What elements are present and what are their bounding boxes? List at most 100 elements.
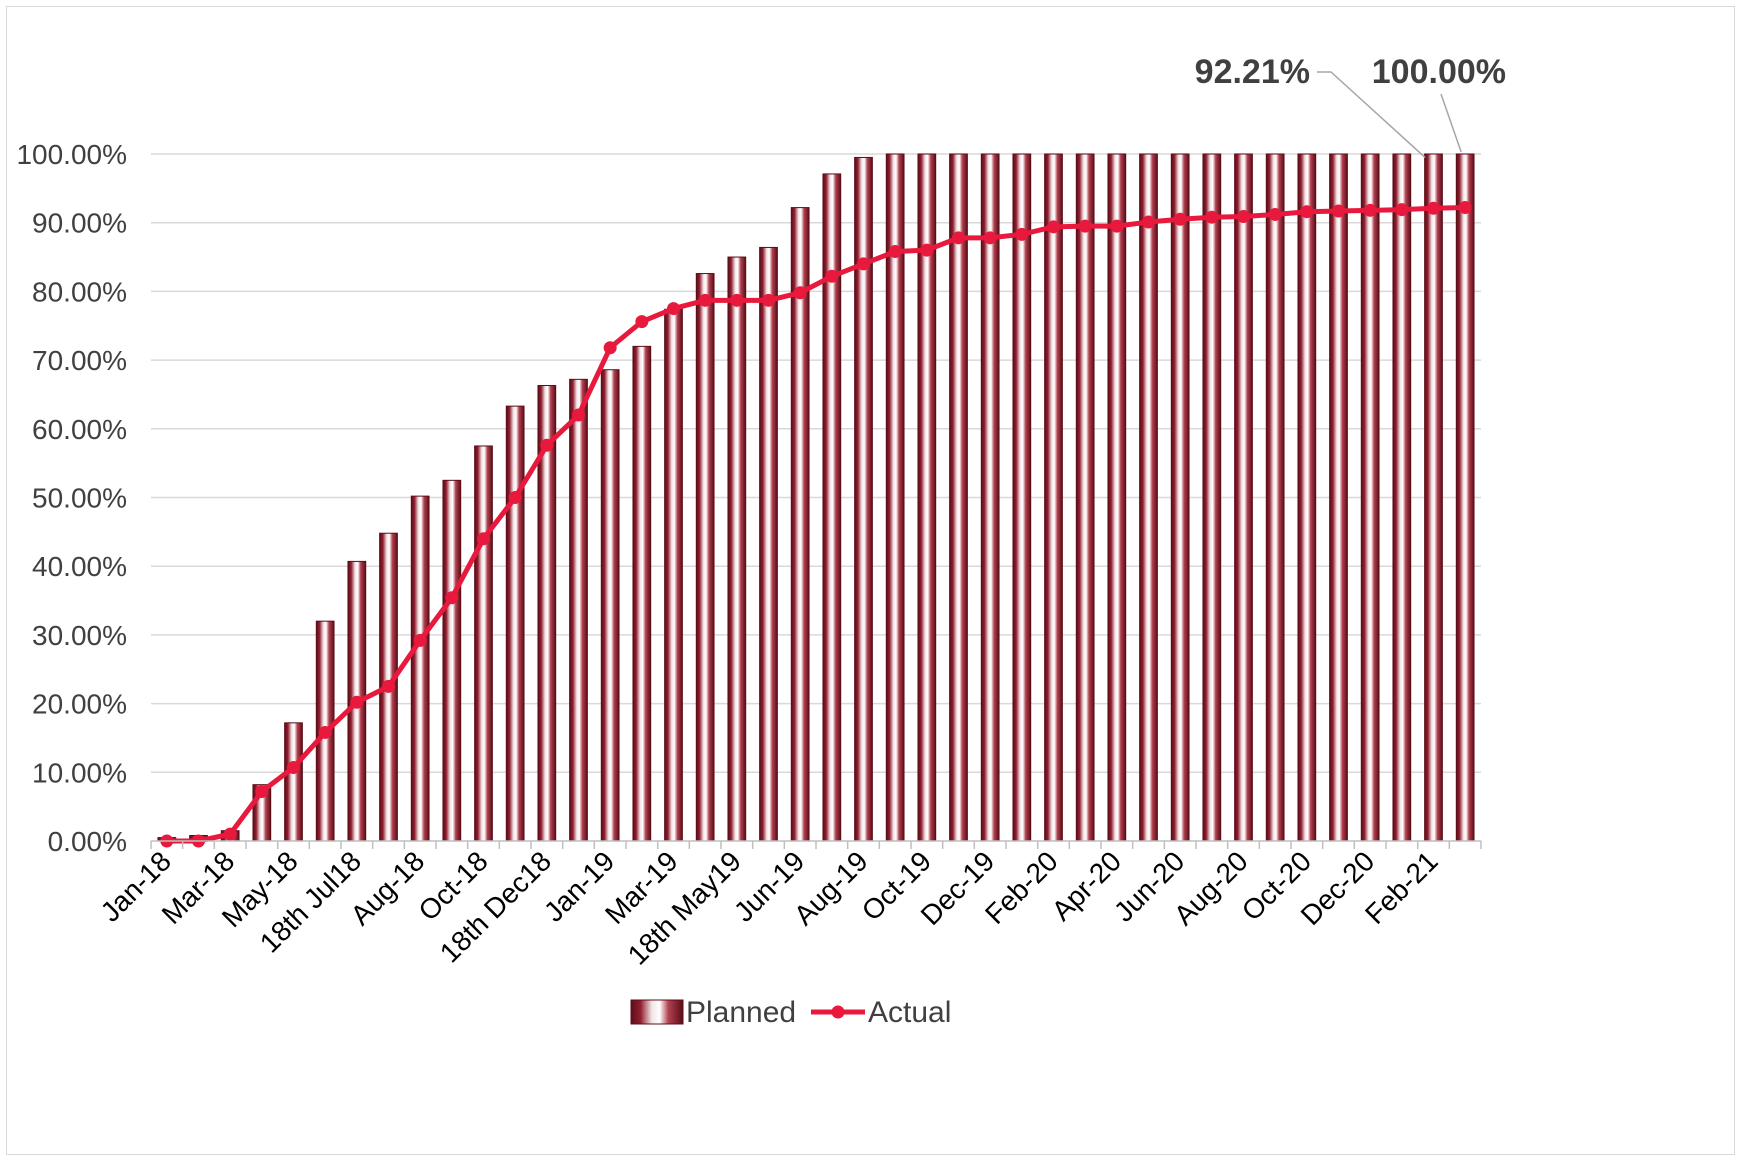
y-tick-label: 50.00%	[32, 483, 127, 514]
y-tick-label: 100.00%	[16, 139, 127, 170]
actual-point	[857, 257, 870, 271]
actual-point	[350, 695, 364, 709]
planned-bar	[505, 405, 525, 842]
planned-bar	[1202, 153, 1222, 842]
actual-point	[1078, 219, 1092, 233]
actual-point	[223, 827, 237, 841]
planned-bar	[1265, 153, 1285, 842]
actual-point	[1110, 219, 1124, 233]
planned-bar	[1297, 153, 1317, 842]
actual-point	[603, 341, 617, 355]
actual-point	[1395, 203, 1409, 217]
planned-bar	[1329, 153, 1348, 842]
gridlines	[151, 153, 1481, 774]
actual-point	[762, 293, 775, 307]
planned-bar	[1139, 153, 1158, 842]
planned-bar	[1107, 153, 1127, 842]
actual-line	[160, 201, 1472, 848]
actual-point	[1015, 227, 1029, 241]
y-tick-label: 0.00%	[48, 826, 127, 857]
planned-bar	[1392, 153, 1412, 842]
actual-point	[540, 438, 554, 452]
y-tick-label: 60.00%	[32, 414, 127, 445]
planned-bar	[664, 308, 683, 842]
y-axis: 0.00% 10.00% 20.00% 30.00% 40.00% 50.00% 60.00…	[16, 139, 127, 857]
annotation-leader	[1317, 71, 1426, 159]
planned-bar	[1234, 153, 1253, 842]
actual-point	[667, 302, 680, 316]
annotation-planned: 100.00%	[1372, 53, 1506, 91]
chart: 0.00% 10.00% 20.00% 30.00% 40.00% 50.00% 60.00…	[16, 53, 1506, 1029]
x-tick-label: Apr-20	[1046, 845, 1127, 926]
actual-point	[698, 293, 712, 307]
planned-bar	[1075, 153, 1095, 842]
actual-point	[1332, 204, 1345, 218]
planned-bars	[157, 153, 1475, 842]
actual-point	[920, 243, 934, 257]
actual-point	[508, 491, 522, 504]
actual-point	[318, 725, 332, 739]
actual-point	[730, 293, 744, 307]
x-tick-label: Feb-20	[979, 845, 1064, 930]
actual-point	[983, 231, 997, 245]
actual-point	[825, 269, 839, 283]
planned-bar	[1360, 153, 1380, 842]
actual-point	[287, 760, 300, 774]
planned-bar	[1012, 153, 1032, 842]
legend-planned-label: Planned	[686, 996, 796, 1029]
planned-bar	[600, 369, 620, 842]
actual-point	[382, 679, 395, 693]
planned-bar	[632, 345, 652, 842]
actual-point	[1142, 215, 1155, 229]
actual-point	[888, 245, 902, 259]
planned-bar	[949, 153, 968, 842]
planned-bar	[284, 722, 303, 842]
actual-point	[635, 315, 649, 329]
planned-bar	[410, 495, 430, 842]
planned-bar	[1170, 153, 1190, 842]
actual-point	[1363, 203, 1377, 217]
y-tick-label: 70.00%	[32, 345, 127, 376]
planned-bar	[474, 445, 493, 842]
annotation-leader	[1440, 93, 1462, 153]
planned-bar	[759, 246, 778, 842]
actual-point	[572, 408, 585, 422]
actual-point	[793, 286, 807, 300]
planned-bar	[695, 273, 715, 842]
chart-frame: 0.00% 10.00% 20.00% 30.00% 40.00% 50.00% 60.00…	[6, 6, 1735, 1155]
y-tick-label: 30.00%	[32, 620, 127, 651]
x-tick-label: Feb-21	[1359, 845, 1444, 930]
y-tick-label: 90.00%	[32, 208, 127, 239]
planned-bar	[727, 256, 747, 842]
planned-bar	[1424, 153, 1443, 842]
actual-point	[1205, 210, 1219, 224]
actual-point	[1427, 201, 1440, 215]
actual-point	[477, 532, 490, 546]
actual-point	[1237, 210, 1250, 224]
actual-point	[952, 231, 965, 245]
y-tick-label: 40.00%	[32, 551, 127, 582]
actual-point	[413, 633, 427, 647]
legend-planned-swatch	[630, 999, 684, 1025]
legend-actual-marker	[831, 1005, 845, 1019]
actual-point	[445, 591, 459, 605]
y-tick-label: 10.00%	[32, 757, 127, 788]
y-tick-label: 20.00%	[32, 689, 127, 720]
planned-bar	[790, 207, 810, 842]
actual-point	[1047, 220, 1060, 234]
actual-point	[1300, 205, 1314, 219]
planned-bar	[980, 153, 1000, 842]
planned-bar	[442, 479, 462, 842]
legend: Planned Actual	[630, 996, 951, 1029]
y-tick-label: 80.00%	[32, 276, 127, 307]
planned-bar	[917, 153, 937, 842]
planned-bar	[1044, 153, 1063, 842]
annotation-actual: 92.21%	[1195, 53, 1310, 91]
planned-bar	[1455, 153, 1475, 842]
actual-point	[1458, 201, 1472, 215]
actual-point	[1173, 212, 1187, 226]
actual-point	[255, 785, 269, 799]
actual-point	[1268, 207, 1282, 221]
annotations: 92.21% 100.00%	[1195, 53, 1506, 159]
